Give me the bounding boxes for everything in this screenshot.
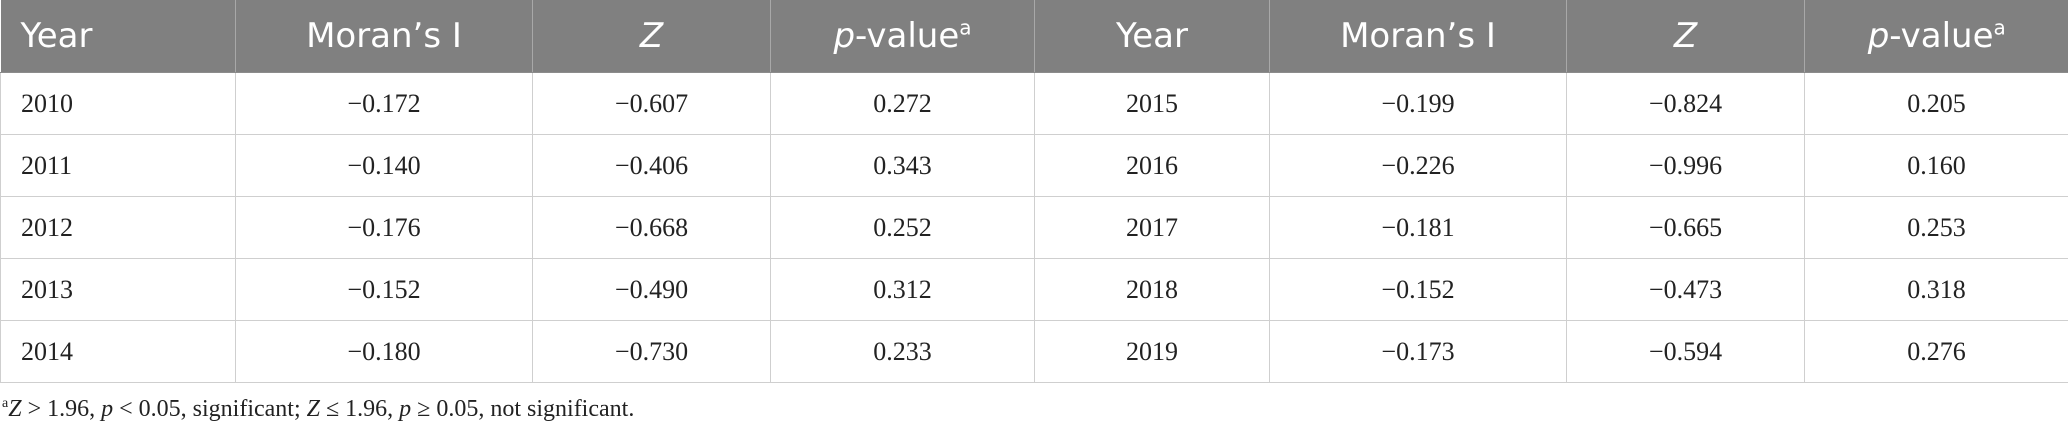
cell-p-value-2: 0.160 [1804, 134, 2068, 197]
cell-p-value: 0.312 [770, 258, 1035, 321]
cell-morans-i: −0.180 [235, 320, 533, 383]
cell-z-2: −0.473 [1566, 258, 1805, 321]
header-p-value: p-valuea [770, 0, 1035, 73]
table-footnote: aZ > 1.96, p < 0.05, significant; Z ≤ 1.… [2, 396, 635, 422]
cell-z: −0.406 [532, 134, 771, 197]
morans-i-table: Year Moran’s I Z p-valuea Year Moran’s I… [0, 0, 2068, 383]
cell-morans-i-2: −0.181 [1269, 196, 1567, 259]
header-morans-i: Moran’s I [235, 0, 533, 73]
cell-year: 2013 [0, 258, 236, 321]
table-row: 2011 −0.140 −0.406 0.343 2016 −0.226 −0.… [0, 134, 2068, 197]
cell-p-value: 0.252 [770, 196, 1035, 259]
header-z: Z [532, 0, 771, 73]
cell-z: −0.730 [532, 320, 771, 383]
cell-morans-i: −0.176 [235, 196, 533, 259]
cell-p-value: 0.272 [770, 72, 1035, 135]
header-p-value-2: p-valuea [1804, 0, 2068, 73]
cell-p-value: 0.233 [770, 320, 1035, 383]
cell-year-2: 2019 [1034, 320, 1270, 383]
cell-p-value-2: 0.276 [1804, 320, 2068, 383]
header-row: Year Moran’s I Z p-valuea Year Moran’s I… [0, 0, 2068, 73]
table-row: 2010 −0.172 −0.607 0.272 2015 −0.199 −0.… [0, 72, 2068, 135]
cell-z-2: −0.996 [1566, 134, 1805, 197]
cell-year: 2011 [0, 134, 236, 197]
cell-year-2: 2016 [1034, 134, 1270, 197]
cell-z: −0.490 [532, 258, 771, 321]
cell-year-2: 2017 [1034, 196, 1270, 259]
cell-year-2: 2015 [1034, 72, 1270, 135]
cell-morans-i-2: −0.173 [1269, 320, 1567, 383]
footnote-marker: a [2, 396, 9, 411]
cell-p-value-2: 0.318 [1804, 258, 2068, 321]
table-row: 2012 −0.176 −0.668 0.252 2017 −0.181 −0.… [0, 196, 2068, 259]
cell-z: −0.607 [532, 72, 771, 135]
cell-p-value-2: 0.205 [1804, 72, 2068, 135]
header-year-2: Year [1034, 0, 1270, 73]
cell-morans-i: −0.140 [235, 134, 533, 197]
cell-morans-i: −0.172 [235, 72, 533, 135]
cell-z-2: −0.594 [1566, 320, 1805, 383]
cell-z-2: −0.665 [1566, 196, 1805, 259]
cell-year: 2012 [0, 196, 236, 259]
cell-morans-i-2: −0.152 [1269, 258, 1567, 321]
table-row: 2014 −0.180 −0.730 0.233 2019 −0.173 −0.… [0, 320, 2068, 383]
morans-i-table-container: Year Moran’s I Z p-valuea Year Moran’s I… [0, 0, 2068, 383]
table-row: 2013 −0.152 −0.490 0.312 2018 −0.152 −0.… [0, 258, 2068, 321]
cell-year-2: 2018 [1034, 258, 1270, 321]
cell-p-value-2: 0.253 [1804, 196, 2068, 259]
header-morans-i-2: Moran’s I [1269, 0, 1567, 73]
cell-morans-i-2: −0.226 [1269, 134, 1567, 197]
header-year: Year [0, 0, 236, 73]
cell-morans-i-2: −0.199 [1269, 72, 1567, 135]
cell-z-2: −0.824 [1566, 72, 1805, 135]
cell-year: 2014 [0, 320, 236, 383]
cell-z: −0.668 [532, 196, 771, 259]
cell-morans-i: −0.152 [235, 258, 533, 321]
header-z-2: Z [1566, 0, 1805, 73]
cell-p-value: 0.343 [770, 134, 1035, 197]
cell-year: 2010 [0, 72, 236, 135]
